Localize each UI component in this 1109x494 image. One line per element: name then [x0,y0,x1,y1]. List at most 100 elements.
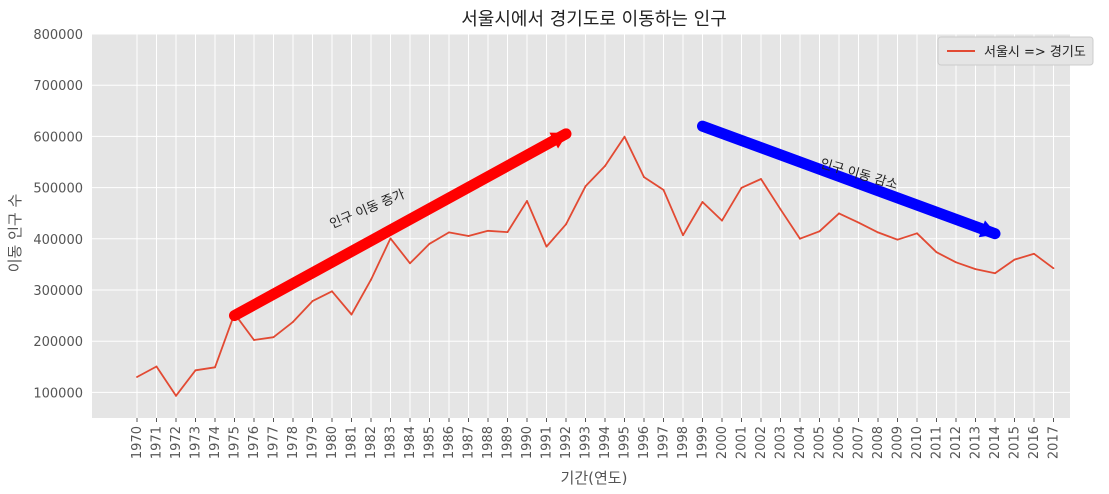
x-tick-label: 1970 [130,426,145,459]
x-tick-label: 1987 [462,426,477,459]
x-tick-label: 1977 [267,426,282,459]
data-point [760,178,762,180]
x-tick-label: 2009 [891,426,906,459]
x-tick-label: 2000 [715,426,730,459]
data-point [155,365,158,368]
data-point [467,235,470,237]
data-point [818,230,821,233]
legend-box [937,36,1094,66]
y-axis-label: 이동 인구 수 [6,194,24,273]
y-tick-label: 100000 [33,386,83,401]
data-point [448,231,450,234]
x-tick-label: 1984 [403,426,418,459]
arrow-head [978,220,997,238]
data-point [194,369,197,372]
data-point [1033,252,1035,255]
x-tick-label: 2007 [852,426,867,459]
x-tick-label: 2013 [969,426,984,459]
x-tick-label: 1971 [150,426,165,459]
x-tick-label: 1988 [481,426,496,459]
series-layer [136,135,1055,397]
data-point [175,394,177,397]
data-point [272,336,275,339]
data-point [331,290,333,293]
x-tick-label: 1973 [189,426,204,459]
data-point [779,208,782,211]
x-tick-label: 1976 [247,426,262,459]
y-tick-label: 800000 [33,28,83,43]
arrow-head [549,132,568,149]
data-point [799,237,801,240]
y-tick-label: 400000 [33,233,83,248]
x-axis-label: 기간(연도) [561,469,628,487]
x-tick-label: 1998 [676,426,691,459]
data-point [350,313,353,316]
data-point [214,366,216,369]
data-point [955,261,957,264]
x-tick-label: 2003 [774,426,789,459]
chart-title: 서울시에서 경기도로 이동하는 인구 [461,9,727,30]
y-tick-label: 300000 [33,284,83,299]
data-point [311,300,314,302]
x-tick-label: 2017 [1047,426,1062,459]
x-tick-label: 2008 [871,426,886,459]
data-point [1052,267,1055,270]
data-point [623,135,626,138]
trend-arrow [697,120,1001,240]
grid [92,33,1070,418]
data-point [292,321,294,323]
x-tick-label: 2014 [988,426,1003,459]
x-tick-label: 2015 [1008,426,1023,459]
y-tick-label: 200000 [33,335,83,350]
x-tick-label: 1978 [286,426,301,459]
x-tick-label: 1996 [637,426,652,459]
data-point [526,200,528,202]
x-tick-label: 2002 [754,426,769,459]
x-tick-label: 1980 [325,426,340,459]
x-tick-label: 2011 [930,426,945,459]
x-tick-label: 2004 [793,426,808,459]
y-tick-label: 600000 [33,130,83,145]
data-point [136,376,138,378]
x-tick-label: 1974 [208,426,223,459]
series-line [136,135,1055,397]
x-tick-label: 1985 [423,426,438,459]
data-point [389,237,392,240]
data-point [643,176,645,178]
data-point [370,278,372,281]
x-tick-label: 2006 [832,426,847,459]
x-tick-label: 1993 [579,426,594,459]
data-point [487,229,489,232]
data-point [506,231,509,234]
tick-labels: 100000 200000 300000 400000 500000 600000 7000… [33,28,1061,459]
trend-arrow [229,128,572,322]
x-tick-label: 2005 [813,426,828,459]
legend-label: 서울시 => 경기도 [984,45,1086,60]
x-tick-label: 1995 [618,426,633,459]
data-point [604,165,606,167]
data-point [994,272,996,275]
x-tick-label: 1999 [696,426,711,459]
data-point [896,238,899,241]
data-point [916,232,918,235]
data-point [682,234,684,237]
x-tick-label: 1994 [598,426,613,459]
x-tick-label: 2016 [1027,426,1042,459]
data-point [662,189,665,191]
data-point [428,242,431,245]
data-point [253,339,255,341]
data-point [721,219,723,222]
x-tick-label: 2012 [949,426,964,459]
data-point [545,245,548,248]
x-tick-label: 2010 [910,426,925,459]
data-point [1013,258,1016,261]
data-point [877,231,879,234]
data-point [740,186,743,189]
x-tick-label: 1975 [228,426,243,459]
data-point [409,262,411,265]
x-tick-label: 1991 [540,426,555,459]
x-tick-label: 2001 [735,426,750,459]
data-point [565,223,567,226]
data-point [584,185,587,188]
